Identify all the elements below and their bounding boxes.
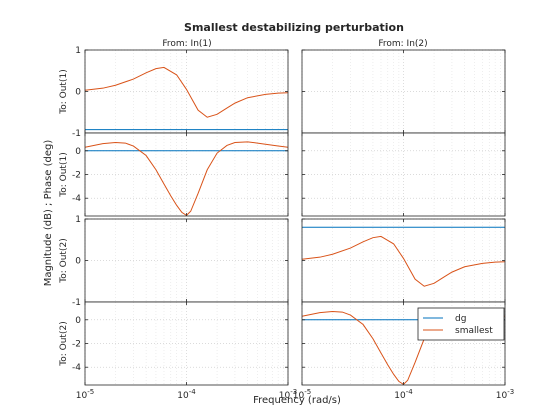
row-label-4: To: Out(2) xyxy=(59,321,69,366)
legend-label-dg: dg xyxy=(455,314,466,324)
y-tick-label: 1 xyxy=(75,215,81,225)
panel-grid: 10-1To: Out(1)0-2-4To: Out(1)10-1To: Out… xyxy=(59,46,514,401)
column-header-1: From: In(1) xyxy=(162,39,211,49)
legend: dg smallest xyxy=(417,307,505,341)
row-label-2: To: Out(1) xyxy=(59,152,69,197)
panel-r2-c2 xyxy=(301,132,506,217)
x-tick-label: 10-3 xyxy=(496,388,514,401)
column-header-2: From: In(2) xyxy=(378,39,427,49)
panel-r2-c1: 0 -2 -4 xyxy=(72,132,289,217)
panel-r1-c1: 1 0 -1 xyxy=(72,46,289,139)
y-tick-label: 0 xyxy=(75,88,81,98)
row-label-3: To: Out(2) xyxy=(59,238,69,283)
row-label-1: To: Out(1) xyxy=(59,69,69,114)
x-tick-label: 10-5 xyxy=(76,388,94,401)
y-tick-label: -2 xyxy=(72,171,81,181)
series-line-smallest xyxy=(84,66,289,118)
legend-box xyxy=(417,307,505,341)
legend-label-smallest: smallest xyxy=(455,326,493,336)
y-tick-label: -1 xyxy=(72,298,81,308)
y-tick-label: 1 xyxy=(75,46,81,56)
y-tick-label: 0 xyxy=(75,257,81,267)
panel-r3-c1: 1 0 -1 xyxy=(72,215,289,308)
y-tick-label: -2 xyxy=(72,340,81,350)
y-tick-label: -4 xyxy=(72,363,81,373)
x-tick-label: 10-5 xyxy=(293,388,311,401)
y-tick-label: -1 xyxy=(72,129,81,139)
x-tick-label: 10-3 xyxy=(279,388,297,401)
y-axis-label: Magnitude (dB) ; Phase (deg) xyxy=(43,140,54,287)
x-tick-label: 10-4 xyxy=(177,388,196,401)
panel-r1-c2 xyxy=(301,49,506,134)
panel-r4-c1: 0 -2 -4 xyxy=(72,301,289,386)
y-tick-label: -4 xyxy=(72,194,81,204)
y-tick-label: 0 xyxy=(75,316,81,326)
panel-r3-c2 xyxy=(301,218,506,303)
x-tick-label: 10-4 xyxy=(394,388,413,401)
chart-title: Smallest destabilizing perturbation xyxy=(184,21,404,34)
series-line-smallest xyxy=(301,235,506,287)
x-axis-label: Frequency (rad/s) xyxy=(253,395,341,406)
y-tick-label: 0 xyxy=(75,147,81,157)
